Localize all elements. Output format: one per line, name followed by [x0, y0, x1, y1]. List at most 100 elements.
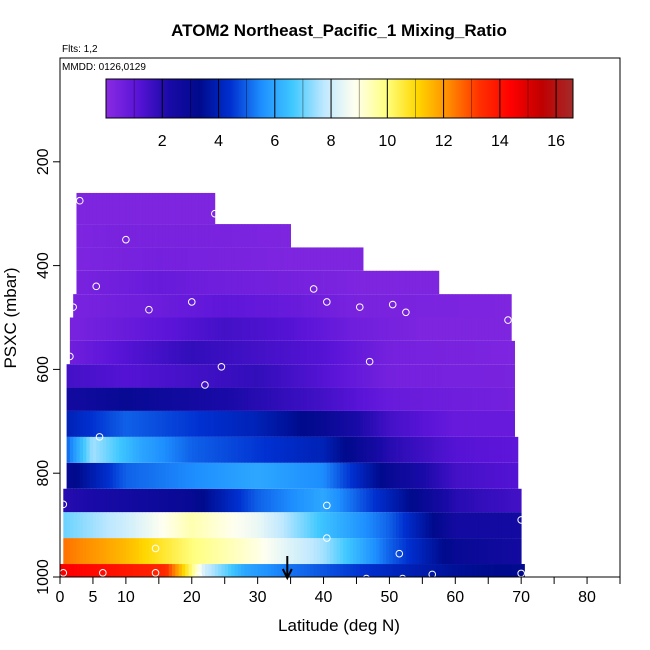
heatmap-cell: [76, 564, 81, 577]
heatmap-cell: [488, 488, 492, 513]
heatmap-cell: [346, 436, 351, 463]
heatmap-cell: [293, 364, 298, 388]
heatmap-cell: [208, 270, 212, 295]
heatmap-cell: [214, 387, 219, 411]
heatmap-band: [73, 294, 512, 318]
heatmap-cell: [376, 294, 380, 318]
heatmap-cell: [484, 340, 489, 365]
heatmap-cell: [172, 410, 176, 437]
heatmap-cell: [468, 364, 473, 388]
heatmap-cell: [428, 564, 433, 577]
heatmap-cell: [86, 317, 91, 341]
heatmap-cell: [307, 436, 311, 463]
heatmap-cell: [455, 512, 459, 539]
heatmap-cell: [241, 247, 245, 271]
heatmap-cell: [452, 488, 456, 513]
heatmap-cell: [461, 387, 466, 411]
heatmap-cell: [307, 270, 311, 295]
heatmap-cell: [162, 410, 166, 437]
heatmap-cell: [92, 340, 97, 365]
heatmap-cell: [326, 538, 331, 565]
heatmap-cell: [60, 564, 64, 577]
heatmap-cell: [376, 462, 380, 489]
heatmap-cell: [356, 488, 361, 513]
heatmap-cell: [402, 488, 407, 513]
heatmap-cell: [251, 564, 255, 577]
heatmap-cell: [241, 340, 245, 365]
heatmap-cell: [92, 512, 97, 539]
heatmap-cell: [158, 317, 163, 341]
heatmap-cell: [386, 436, 390, 463]
heatmap-cell: [152, 512, 156, 539]
heatmap-cell: [471, 512, 476, 539]
heatmap-cell: [514, 512, 519, 539]
heatmap-cell: [83, 512, 87, 539]
heatmap-cell: [139, 224, 143, 248]
heatmap-cell: [135, 564, 140, 577]
heatmap-cell: [511, 436, 515, 463]
heatmap-cell: [135, 340, 140, 365]
heatmap-cell: [195, 247, 199, 271]
heatmap-cell: [172, 247, 176, 271]
heatmap-cell: [290, 294, 295, 318]
heatmap-cell: [132, 224, 137, 248]
heatmap-cell: [231, 410, 235, 437]
heatmap-cell: [135, 538, 140, 565]
heatmap-cell: [99, 270, 104, 295]
sample-point: [151, 544, 160, 553]
heatmap-cell: [290, 387, 295, 411]
sample-point: [92, 282, 101, 291]
heatmap-cell: [257, 564, 262, 577]
heatmap-cell: [66, 364, 71, 388]
heatmap-cell: [122, 387, 127, 411]
heatmap-cell: [241, 410, 245, 437]
heatmap-cell: [112, 564, 117, 577]
heatmap-cell: [185, 410, 189, 437]
heatmap-cell: [498, 294, 502, 318]
heatmap-cell: [415, 436, 420, 463]
heatmap-cell: [237, 224, 242, 248]
heatmap-cell: [241, 224, 245, 248]
heatmap-cell: [488, 364, 492, 388]
heatmap-cell: [425, 317, 430, 341]
heatmap-cell: [211, 224, 216, 248]
heatmap-cell: [73, 387, 77, 411]
heatmap-cell: [382, 488, 387, 513]
heatmap-cell: [132, 387, 137, 411]
heatmap-cell: [300, 564, 305, 577]
heatmap-cell: [438, 538, 443, 565]
heatmap-cell: [208, 488, 212, 513]
heatmap-cell: [300, 462, 305, 489]
heatmap-cell: [109, 192, 114, 225]
heatmap-cell: [402, 340, 407, 365]
heatmap-cell: [112, 462, 117, 489]
heatmap-cell: [293, 340, 298, 365]
heatmap-cell: [260, 224, 265, 248]
heatmap-cell: [139, 436, 143, 463]
heatmap-cell: [484, 294, 489, 318]
heatmap-cell: [284, 387, 288, 411]
heatmap-cell: [83, 270, 87, 295]
heatmap-cell: [382, 564, 387, 577]
heatmap-cell: [106, 512, 110, 539]
heatmap-cell: [254, 364, 259, 388]
heatmap-cell: [340, 410, 344, 437]
heatmap-cell: [376, 512, 380, 539]
heatmap-cell: [428, 436, 433, 463]
heatmap-cell: [79, 192, 84, 225]
heatmap-cell: [346, 387, 351, 411]
heatmap-cell: [336, 410, 341, 437]
heatmap-cell: [234, 564, 239, 577]
heatmap-cell: [73, 488, 77, 513]
heatmap-cell: [86, 224, 91, 248]
heatmap-cell: [109, 436, 114, 463]
heatmap-cell: [356, 364, 361, 388]
heatmap-cell: [214, 538, 219, 565]
heatmap-cell: [465, 410, 469, 437]
heatmap-cell: [382, 270, 387, 295]
heatmap-cell: [349, 387, 354, 411]
heatmap-cell: [461, 436, 466, 463]
heatmap-cell: [432, 564, 436, 577]
heatmap-cell: [303, 364, 308, 388]
heatmap-cell: [132, 247, 137, 271]
